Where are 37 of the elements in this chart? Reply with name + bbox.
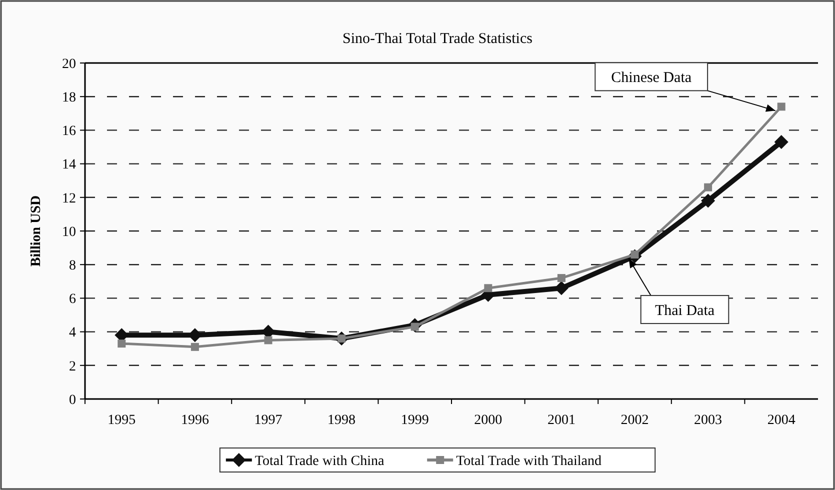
y-tick-label: 20 [62,56,76,72]
x-tick-label: 2002 [620,413,649,428]
x-tick-label: 2004 [767,413,796,428]
x-tick-label: 1998 [328,413,356,428]
point [190,342,199,351]
x-tick-label: 1996 [180,413,209,428]
point [557,274,566,282]
x-tick-label: 2000 [474,413,502,428]
y-tick-label: 16 [62,124,76,140]
y-tick-label: 2 [69,359,76,374]
point [777,102,786,111]
x-tick-label: 1995 [108,413,136,428]
x-tick-label: 2001 [547,413,576,428]
annotation: Thai Data [654,302,715,319]
point [774,134,788,149]
chart-title: Sino-Thai Total Trade Statistics [342,31,533,47]
legend-label: Total Trade with Thailand [456,454,602,469]
y-axis-title: Billion USD [29,195,44,267]
annotation: Chinese Data [611,70,692,86]
legend-label: Total Trade with China [254,454,385,469]
x-tick-label: 2003 [694,413,722,428]
point [704,183,712,192]
y-tick-label: 12 [62,191,76,206]
x-tick-label: 1999 [400,413,429,428]
y-tick-label: 10 [62,224,76,240]
point [118,340,126,348]
point [554,281,568,296]
point [484,284,492,292]
y-tick-label: 6 [69,292,76,308]
point [701,194,716,208]
y-tick-label: 4 [69,326,76,341]
y-tick-label: 18 [62,90,76,106]
y-tick-label: 0 [69,392,76,408]
x-tick-label: 1997 [254,413,282,428]
y-tick-label: 14 [62,158,76,173]
y-tick-label: 8 [69,258,76,274]
point [264,336,272,344]
